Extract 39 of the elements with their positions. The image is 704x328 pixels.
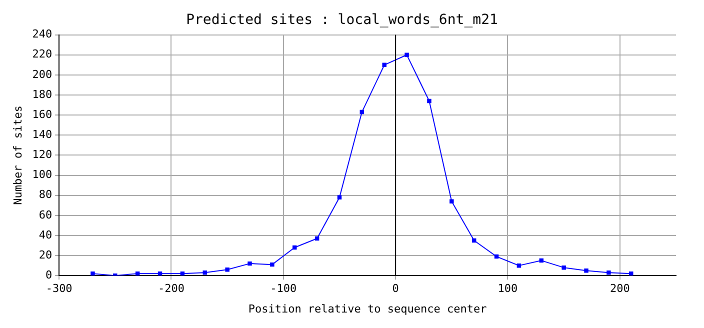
point (584, 268, 588, 273)
point (337, 195, 342, 200)
y-tick-label: 180 (32, 88, 52, 101)
x-tick-label: 0 (392, 282, 399, 296)
point (113, 273, 118, 276)
x-tick-label: -300 (46, 282, 72, 296)
x-tick-label: 100 (498, 282, 518, 296)
y-axis-title: Number of sites (11, 106, 24, 205)
y-tick-label: 80 (38, 188, 52, 202)
chart-title: Predicted sites : local_words_6nt_m21 (186, 12, 498, 28)
y-tick-label: 240 (32, 28, 52, 41)
x-tick-label: 200 (610, 282, 630, 296)
point (427, 98, 432, 104)
point (270, 262, 274, 267)
y-tick-label: 0 (45, 268, 52, 282)
x-tick-label: -200 (158, 282, 184, 296)
y-tick-label: 200 (32, 68, 52, 81)
point (404, 52, 409, 57)
point (248, 261, 252, 266)
point (90, 271, 95, 276)
point (450, 199, 454, 204)
y-tick-label: 160 (32, 108, 52, 121)
y-tick-label: 220 (32, 48, 52, 61)
y-tick-label: 120 (32, 148, 52, 162)
y-tick-label: 100 (32, 168, 52, 182)
y-tick-label: 20 (38, 248, 52, 262)
y-tick-label: 40 (38, 228, 52, 242)
point (135, 271, 140, 276)
point (225, 267, 230, 272)
point (382, 62, 386, 68)
y-tick-label: 60 (38, 208, 52, 222)
x-tick-label: -100 (270, 282, 297, 296)
y-tick-label: 140 (32, 128, 52, 141)
x-axis-title: Position relative to sequence center (248, 302, 488, 316)
point (606, 270, 611, 275)
point (629, 271, 634, 276)
point (158, 271, 162, 276)
point (562, 265, 566, 270)
point (180, 271, 185, 276)
